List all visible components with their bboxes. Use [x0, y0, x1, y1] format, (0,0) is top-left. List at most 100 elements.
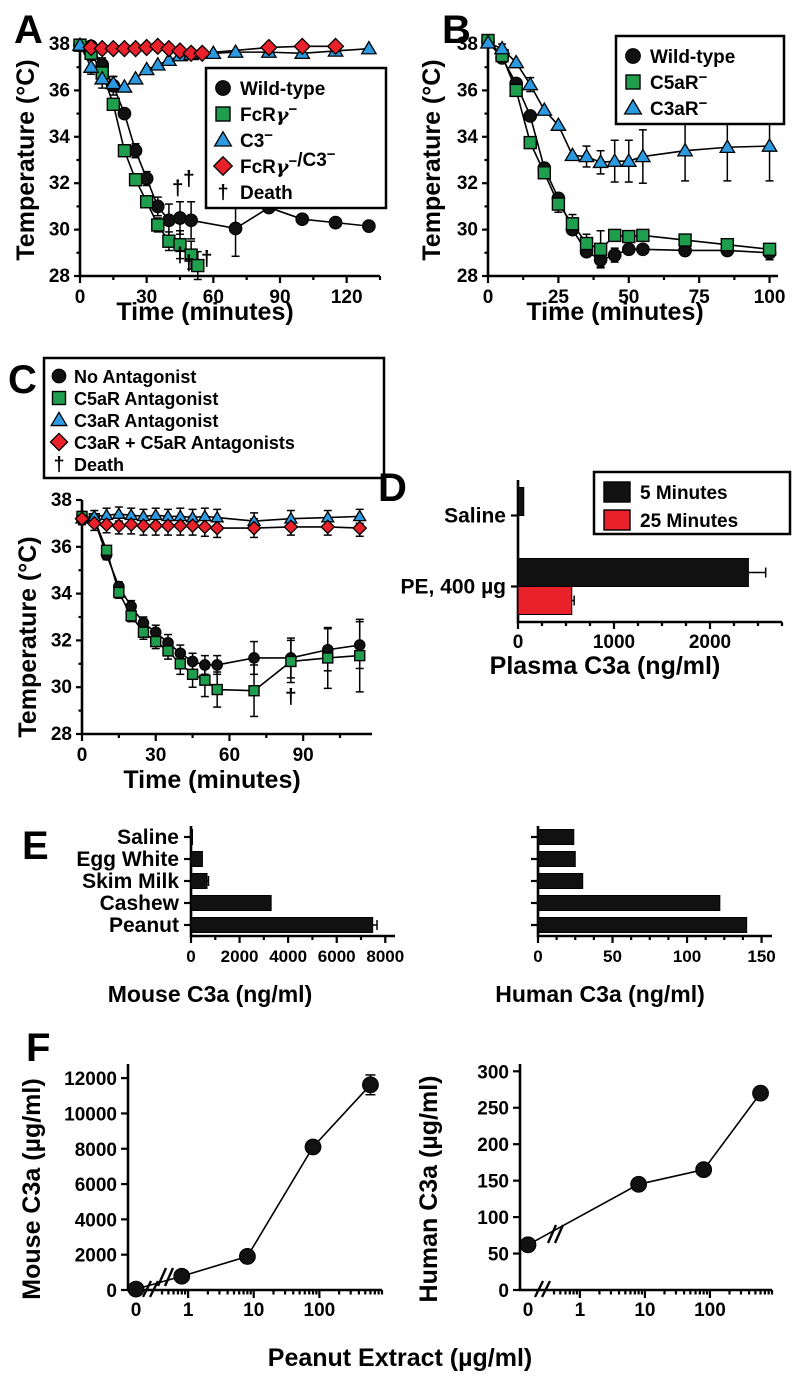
- legend-item: 5 Minutes: [603, 481, 728, 504]
- bar: [517, 487, 525, 516]
- panel-b-chart: 28 30 32 34 36 38 0 25 50 75 100 Wild-typeC5aR−C3a…: [418, 33, 785, 326]
- x-tick-label: 2000: [689, 632, 731, 653]
- data-point: [125, 600, 137, 613]
- data-point: [116, 78, 133, 93]
- panel-c-ylabel: Temperature (°C): [14, 536, 42, 737]
- error-bar: [571, 595, 575, 606]
- legend-item: † Death: [217, 182, 292, 204]
- category-label: Cashew: [100, 892, 180, 915]
- x-tick-label: 50: [618, 287, 639, 308]
- data-point: [328, 215, 343, 230]
- data-point: [537, 166, 552, 180]
- data-point: [172, 518, 188, 534]
- y-tick-label: 8000: [75, 1140, 117, 1161]
- legend-label: 5 Minutes: [640, 483, 728, 504]
- data-point: [720, 237, 735, 252]
- data-point: [123, 517, 139, 533]
- series-line: [81, 513, 360, 522]
- x-tick-label: 0: [513, 632, 524, 653]
- y-tick-label: 0: [106, 1281, 117, 1302]
- data-point: [322, 652, 334, 664]
- legend-marker-square: [215, 106, 231, 122]
- x-tick-label: 0: [75, 287, 86, 308]
- y-tick-label: 0: [498, 1281, 509, 1302]
- death-dagger-annotation: †: [183, 168, 195, 191]
- panel-d-chart: 0 1000 2000 Saline PE, 400 µg 5 Minutes 25 Mi…: [401, 470, 792, 680]
- data-point: [761, 137, 778, 152]
- data-point: [193, 44, 212, 63]
- x-tick-label: 4000: [269, 947, 307, 966]
- data-point: [138, 61, 156, 76]
- panel-c-letter: C: [8, 358, 37, 402]
- data-point: [509, 83, 523, 98]
- data-point: [184, 213, 198, 228]
- data-point: [246, 520, 262, 536]
- data-point: [173, 1267, 191, 1285]
- x-tick-label: 90: [269, 287, 290, 308]
- data-point: [173, 237, 187, 252]
- x-tick-label: 60: [203, 287, 224, 308]
- category-label: Skim Milk: [82, 870, 179, 893]
- x-tick-label: 0: [523, 1300, 534, 1321]
- data-point: [162, 213, 176, 228]
- legend-item: † Death: [53, 454, 124, 476]
- error-bar: [207, 876, 210, 886]
- data-point: [260, 38, 278, 57]
- y-tick-label: 250: [477, 1099, 509, 1120]
- y-tick-label: 36: [457, 80, 478, 101]
- data-point: [565, 217, 580, 231]
- data-point: [209, 520, 225, 536]
- panel-f-left-ylabel: Mouse C3a (µg/ml): [18, 1078, 46, 1299]
- y-tick-label: 28: [457, 266, 478, 287]
- panel-c-xlabel: Time (minutes): [123, 766, 300, 794]
- bar: [517, 586, 573, 615]
- axis-break-mark: [163, 1267, 175, 1287]
- data-point: [111, 506, 127, 519]
- legend-marker-circle: [625, 48, 641, 64]
- legend-label: FcRγ−/C3−: [240, 146, 336, 178]
- panel-a-letter: A: [14, 8, 43, 52]
- death-dagger-annotation: †: [201, 248, 213, 271]
- panel-b-ylabel: Temperature (°C): [418, 59, 446, 260]
- data-point: [74, 511, 90, 527]
- data-point: [607, 248, 622, 262]
- data-point: [174, 647, 187, 660]
- data-point: [564, 147, 581, 162]
- data-point: [137, 626, 150, 638]
- legend-label: Wild-type: [650, 47, 735, 68]
- bar: [190, 917, 374, 933]
- y-tick-label: 32: [51, 630, 72, 651]
- data-point: [362, 1076, 379, 1094]
- legend-marker-circle: [215, 80, 231, 96]
- y-tick-label: 150: [477, 1172, 509, 1193]
- x-tick-label: 0: [131, 1300, 142, 1321]
- x-tick-label: 100: [304, 1300, 336, 1321]
- x-tick-label: 30: [136, 287, 157, 308]
- data-point: [149, 626, 162, 639]
- bar: [517, 558, 749, 587]
- panel-c: C No Antagonist C5aR Antagonist C3aR Antag…: [0, 352, 400, 802]
- data-point: [295, 212, 310, 226]
- legend-item: Wild-type: [215, 79, 325, 100]
- data-point: [551, 197, 566, 211]
- legend-item: FcRγ−: [215, 101, 297, 126]
- x-tick-label: 50: [603, 947, 622, 966]
- legend-marker-diamond: [49, 432, 69, 452]
- data-point: [128, 143, 143, 158]
- data-point: [127, 1280, 145, 1298]
- data-point: [678, 233, 692, 247]
- axis-break-mark: [141, 1280, 153, 1298]
- data-point: [100, 544, 113, 557]
- data-point: [695, 1161, 713, 1179]
- data-point: [186, 668, 199, 681]
- x-tick-label: 100: [694, 1300, 726, 1321]
- legend-marker-square: [51, 390, 67, 406]
- data-point: [135, 518, 151, 534]
- y-tick-label: 34: [51, 584, 73, 605]
- axis-lines: [518, 1064, 772, 1292]
- death-dagger-annotation: †: [183, 252, 195, 275]
- panel-a-legend: [204, 66, 388, 210]
